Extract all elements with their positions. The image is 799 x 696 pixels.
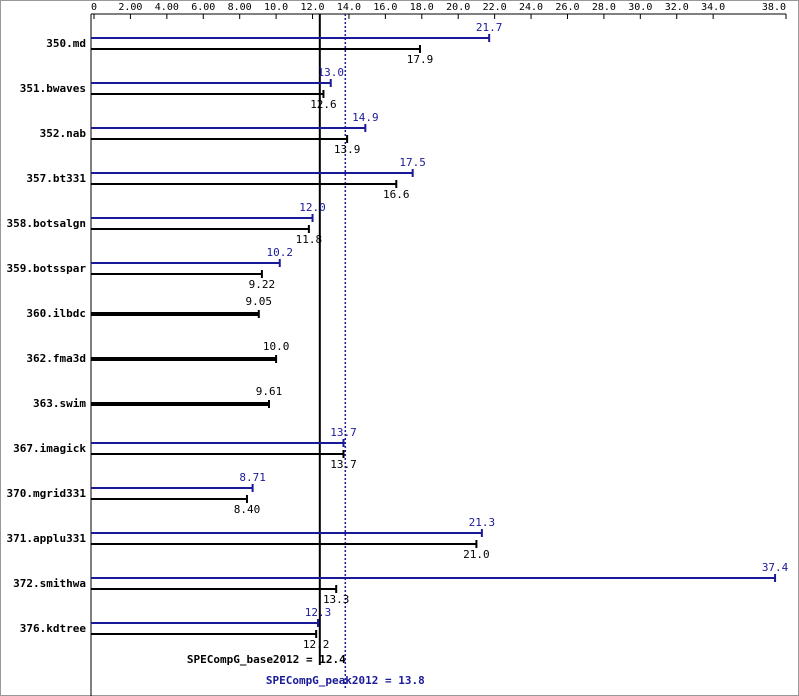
category-label: 358.botsalgn (7, 217, 86, 230)
category-label: 367.imagick (13, 442, 86, 455)
category-label: 352.nab (40, 127, 87, 140)
value-label: 17.9 (407, 53, 434, 66)
value-label: 13.3 (323, 593, 350, 606)
value-label: 21.7 (476, 21, 503, 34)
x-tick-label: 4.00 (155, 2, 179, 13)
x-tick-label: 32.0 (665, 2, 689, 13)
x-tick-label: 28.0 (592, 2, 616, 13)
x-tick-label: 38.0 (762, 2, 786, 13)
reference-label: SPECompG_base2012 = 12.4 (187, 653, 346, 666)
value-label: 13.0 (317, 66, 344, 79)
category-label: 359.botsspar (7, 262, 87, 275)
value-label: 16.6 (383, 188, 410, 201)
category-label: 360.ilbdc (26, 307, 86, 320)
x-tick-label: 14.0 (337, 2, 361, 13)
x-tick-label: 22.0 (483, 2, 507, 13)
value-label: 13.7 (330, 458, 357, 471)
value-label: 8.71 (239, 471, 266, 484)
value-label: 12.3 (305, 606, 332, 619)
value-label: 13.9 (334, 143, 361, 156)
x-tick-label: 34.0 (701, 2, 725, 13)
x-tick-label: 24.0 (519, 2, 543, 13)
value-label: 12.2 (303, 638, 330, 651)
x-tick-label: 10.0 (264, 2, 288, 13)
value-label: 13.7 (330, 426, 357, 439)
x-tick-label: 2.00 (118, 2, 142, 13)
x-tick-label: 30.0 (628, 2, 652, 13)
x-tick-label: 16.0 (373, 2, 397, 13)
category-label: 372.smithwa (13, 577, 86, 590)
x-tick-label: 0 (91, 2, 97, 13)
value-label: 37.4 (762, 561, 789, 574)
value-label: 21.0 (463, 548, 490, 561)
category-label: 370.mgrid331 (7, 487, 87, 500)
category-label: 351.bwaves (20, 82, 86, 95)
x-tick-label: 8.00 (228, 2, 252, 13)
value-label: 12.0 (299, 201, 326, 214)
value-label: 9.22 (249, 278, 276, 291)
value-label: 9.05 (246, 295, 273, 308)
value-label: 14.9 (352, 111, 379, 124)
category-label: 371.applu331 (7, 532, 87, 545)
x-tick-label: 18.0 (410, 2, 434, 13)
category-label: 362.fma3d (26, 352, 86, 365)
reference-label: SPECompG_peak2012 = 13.8 (266, 674, 425, 687)
x-tick-label: 6.00 (191, 2, 215, 13)
value-label: 17.5 (399, 156, 426, 169)
value-label: 11.8 (296, 233, 323, 246)
value-label: 10.0 (263, 340, 290, 353)
x-tick-label: 26.0 (555, 2, 579, 13)
value-label: 12.6 (310, 98, 337, 111)
value-label: 8.40 (234, 503, 261, 516)
x-tick-label: 12.0 (300, 2, 324, 13)
category-label: 376.kdtree (20, 622, 87, 635)
category-label: 357.bt331 (26, 172, 86, 185)
value-label: 10.2 (266, 246, 293, 259)
category-label: 363.swim (33, 397, 86, 410)
value-label: 21.3 (469, 516, 496, 529)
category-label: 350.md (46, 37, 86, 50)
value-label: 9.61 (256, 385, 283, 398)
x-tick-label: 20.0 (446, 2, 470, 13)
